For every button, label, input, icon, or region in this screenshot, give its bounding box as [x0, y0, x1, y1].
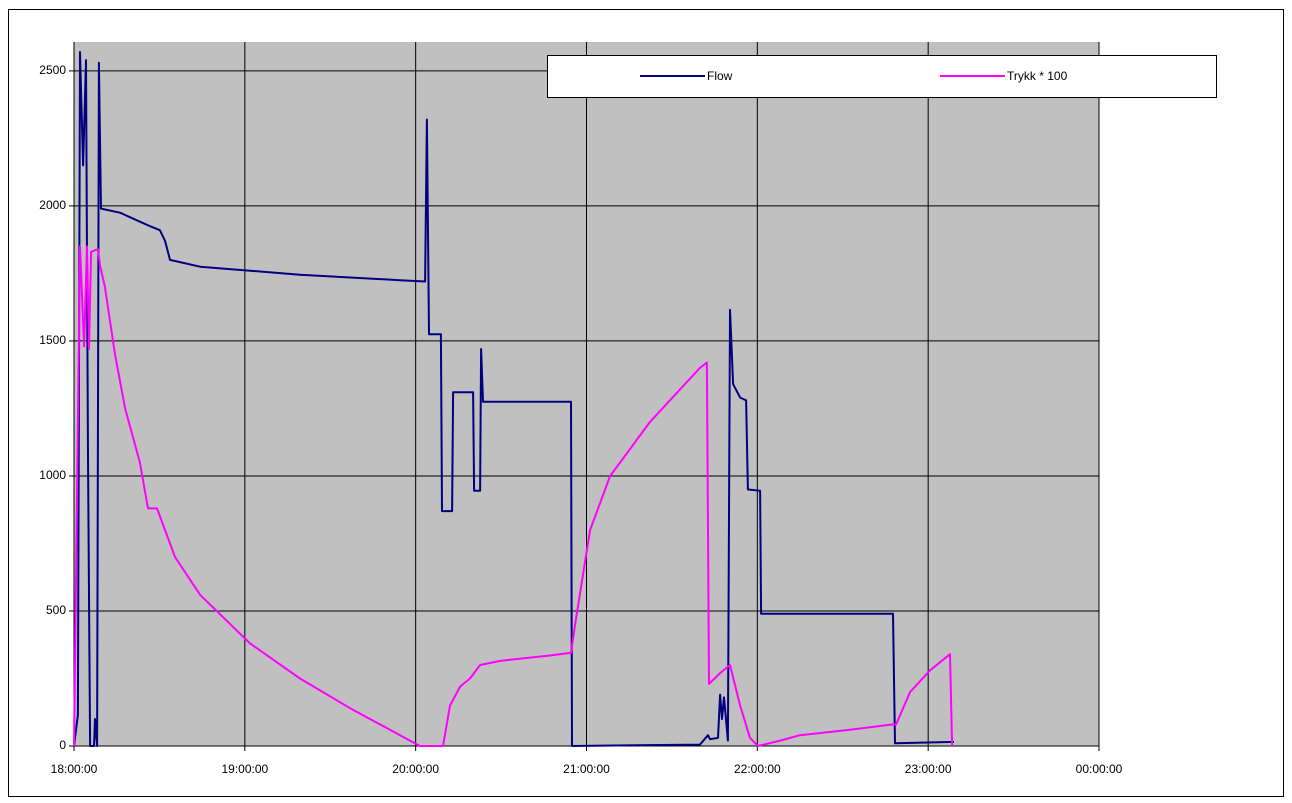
- x-tick-label: 23:00:00: [905, 762, 952, 776]
- y-tick-label: 2500: [39, 63, 66, 77]
- x-tick-label: 18:00:00: [51, 762, 98, 776]
- series-line: [73, 51, 955, 747]
- y-tick-label: 2000: [39, 198, 66, 212]
- legend-label: Trykk * 100: [1007, 69, 1068, 83]
- x-tick-label: 00:00:00: [1076, 762, 1123, 776]
- legend-label: Flow: [707, 69, 733, 83]
- x-tick-label: 21:00:00: [563, 762, 610, 776]
- x-tick-label: 22:00:00: [734, 762, 781, 776]
- x-tick-label: 20:00:00: [392, 762, 439, 776]
- y-tick-label: 0: [59, 738, 66, 752]
- y-tick-label: 1000: [39, 468, 66, 482]
- x-tick-label: 19:00:00: [221, 762, 268, 776]
- y-tick-label: 1500: [39, 333, 66, 347]
- series-line: [73, 245, 954, 747]
- y-tick-label: 500: [46, 603, 66, 617]
